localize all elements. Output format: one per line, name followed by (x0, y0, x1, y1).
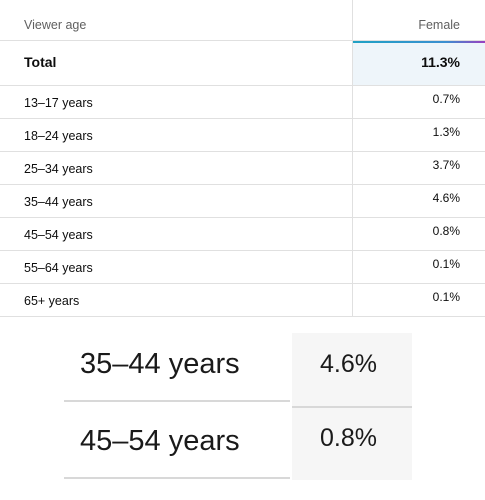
divider (0, 151, 485, 152)
row-value: 3.7% (432, 158, 460, 172)
zoom-value: 4.6% (320, 350, 377, 378)
row-label: 45–54 years (24, 228, 93, 242)
zoom-divider (292, 406, 412, 408)
zoom-divider (64, 477, 290, 479)
row-label: 35–44 years (24, 195, 93, 209)
column-divider (352, 0, 353, 316)
sort-indicator (353, 40, 485, 43)
divider (0, 316, 485, 317)
column-header: Viewer age (24, 18, 87, 32)
row-label: 13–17 years (24, 96, 93, 110)
divider (0, 250, 485, 251)
zoom-label: 45–54 years (80, 425, 240, 457)
row-value: 1.3% (432, 125, 460, 139)
total-value: 11.3% (421, 54, 460, 70)
column-header[interactable]: Female (418, 18, 460, 32)
total-highlight (353, 43, 485, 85)
zoom-label: 35–44 years (80, 348, 240, 380)
row-value: 0.7% (432, 92, 460, 106)
row-value: 0.1% (432, 257, 460, 271)
total-label: Total (24, 54, 57, 70)
divider (0, 184, 485, 185)
row-value: 0.1% (432, 290, 460, 304)
divider (0, 40, 485, 41)
row-label: 18–24 years (24, 129, 93, 143)
row-label: 25–34 years (24, 162, 93, 176)
divider (0, 118, 485, 119)
zoom-value: 0.8% (320, 424, 377, 452)
zoom-divider (64, 400, 290, 402)
row-label: 65+ years (24, 294, 80, 308)
divider (0, 217, 485, 218)
row-label: 55–64 years (24, 261, 93, 275)
divider (0, 85, 485, 86)
divider (0, 283, 485, 284)
row-value: 4.6% (432, 191, 460, 205)
row-value: 0.8% (432, 224, 460, 238)
